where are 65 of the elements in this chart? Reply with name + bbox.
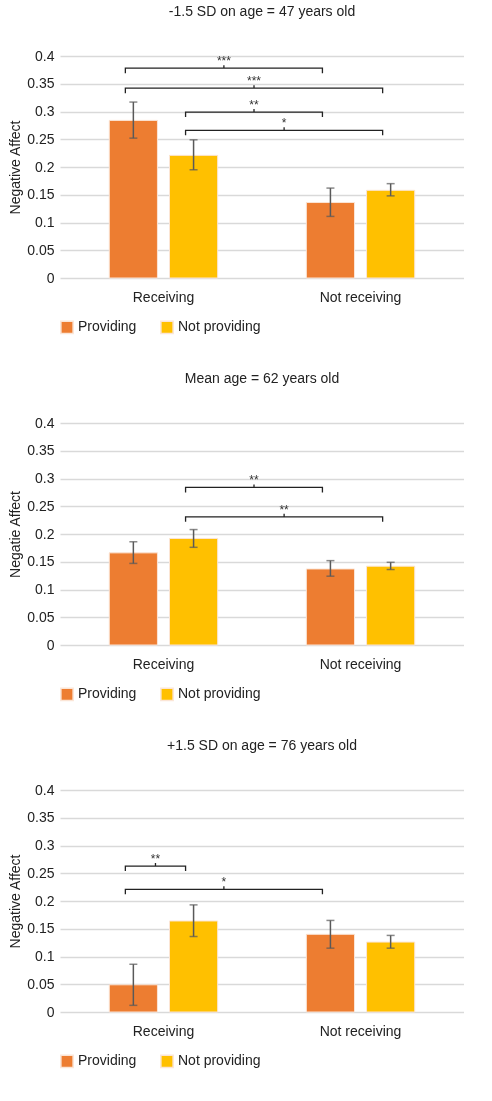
bar xyxy=(305,202,356,279)
y-tick-label: 0.35 xyxy=(27,809,55,826)
x-tick-label: Receiving xyxy=(132,1022,195,1039)
y-tick-label: 0.35 xyxy=(27,75,55,92)
y-tick-label: 0 xyxy=(46,1003,55,1020)
y-tick-label: 0.15 xyxy=(27,920,55,937)
bar xyxy=(168,920,219,1013)
chart-title: -1.5 SD on age = 47 years old xyxy=(168,3,356,19)
legend-label: Providing xyxy=(78,318,137,335)
y-tick-label: 0.4 xyxy=(35,414,55,431)
y-axis-title: Negatie Affect xyxy=(7,490,24,578)
y-tick-label: 0.25 xyxy=(27,864,55,881)
y-axis-title: Negative Affect xyxy=(7,854,24,949)
y-tick-label: 0 xyxy=(46,269,55,286)
annotation: * xyxy=(281,116,287,131)
chart-title: Mean age = 62 years old xyxy=(184,370,340,386)
x-tick-label: Not receiving xyxy=(319,655,402,672)
legend-label: Providing xyxy=(78,685,137,702)
x-tick-label: Not receiving xyxy=(319,288,402,305)
legend-label: Not providing xyxy=(178,1052,261,1069)
y-tick-label: 0.1 xyxy=(35,948,55,964)
y-tick-label: 0.35 xyxy=(27,442,55,459)
annotation: *** xyxy=(246,74,262,89)
legend-label: Not providing xyxy=(178,318,261,335)
y-axis-title: Negative Affect xyxy=(7,120,24,215)
x-tick-label: Receiving xyxy=(132,288,195,305)
y-tick-label: 0.05 xyxy=(27,975,55,992)
annotation: *** xyxy=(216,54,232,69)
bar xyxy=(108,552,158,646)
y-tick-label: 0.15 xyxy=(27,553,55,570)
legend-label: Providing xyxy=(78,1052,137,1069)
bar xyxy=(366,189,416,279)
annotation: ** xyxy=(249,473,259,488)
y-tick-label: 0.2 xyxy=(35,525,55,542)
bar xyxy=(305,933,356,1013)
y-tick-label: 0.4 xyxy=(35,781,55,798)
y-tick-label: 0.4 xyxy=(35,47,55,64)
legend-label: Not providing xyxy=(178,685,261,702)
bar xyxy=(168,154,219,279)
y-tick-label: 0.2 xyxy=(35,892,55,909)
y-tick-label: 0.2 xyxy=(35,158,55,175)
annotation: ** xyxy=(249,98,259,113)
y-tick-label: 0.25 xyxy=(27,130,55,147)
x-tick-label: Receiving xyxy=(132,655,195,672)
bar xyxy=(168,537,219,646)
x-tick-label: Not receiving xyxy=(319,1022,402,1039)
y-tick-label: 0.1 xyxy=(35,581,55,597)
annotation: ** xyxy=(279,502,290,517)
bar xyxy=(366,565,416,646)
y-tick-label: 0.1 xyxy=(35,214,55,230)
y-tick-label: 0.3 xyxy=(35,470,55,486)
y-tick-label: 0.25 xyxy=(27,497,55,514)
bar xyxy=(108,984,158,1013)
y-tick-label: 0.05 xyxy=(27,608,55,625)
bar xyxy=(108,119,158,279)
bar xyxy=(366,941,416,1013)
y-tick-label: 0.3 xyxy=(35,837,55,853)
y-tick-label: 0.15 xyxy=(27,186,55,203)
annotation: * xyxy=(221,875,227,890)
y-tick-label: 0.05 xyxy=(27,241,55,258)
chart-title: +1.5 SD on age = 76 years old xyxy=(167,737,357,753)
y-tick-label: 0.3 xyxy=(35,103,55,119)
bar xyxy=(305,568,356,646)
annotation: ** xyxy=(150,852,161,867)
y-tick-label: 0 xyxy=(46,636,55,653)
